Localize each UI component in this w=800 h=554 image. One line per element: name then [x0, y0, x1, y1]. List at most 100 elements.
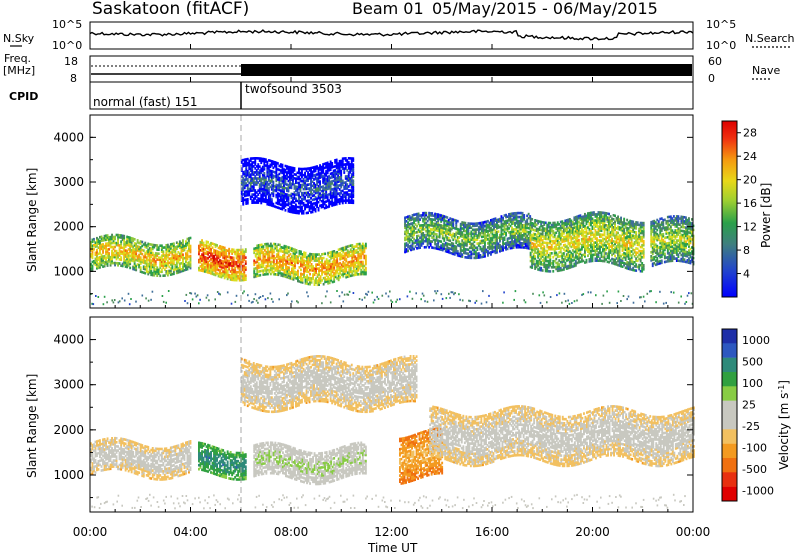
echo-cell [229, 258, 232, 261]
echo-cell [288, 254, 290, 257]
echo-cell [145, 262, 148, 265]
echo-cell [130, 251, 133, 254]
echo-cell [315, 255, 317, 258]
echo-cell [307, 254, 310, 258]
echo-cell [214, 253, 217, 257]
echo-cell [304, 278, 307, 281]
echo-cell [559, 242, 562, 246]
echo-cell [345, 257, 348, 261]
echo-cell [182, 239, 184, 242]
echo-cell [304, 269, 307, 273]
echo-cell [210, 272, 212, 275]
echo-cell [291, 267, 293, 271]
echo-cell [175, 267, 178, 271]
echo-cell [262, 269, 265, 272]
echo-cell [219, 253, 221, 256]
echo-cell [208, 247, 211, 250]
power-echo-cells [90, 157, 695, 306]
echo-cell [303, 253, 305, 256]
echo-cell [112, 235, 115, 239]
echo-cell [214, 273, 217, 277]
echo-cell [217, 260, 220, 264]
echo-cell [93, 244, 95, 247]
echo-cell [133, 244, 136, 247]
echo-cell [91, 260, 94, 264]
echo-cell [256, 268, 259, 272]
echo-cell [234, 260, 237, 264]
echo-cell [120, 242, 123, 245]
echo-cell [260, 269, 263, 273]
echo-cell [315, 263, 317, 266]
echo-cell [222, 248, 225, 251]
echo-cell [241, 252, 244, 256]
echo-cell [313, 267, 316, 270]
echo-cell [166, 263, 169, 267]
echo-cell [118, 234, 121, 237]
echo-cell [133, 268, 136, 271]
echo-cell [278, 259, 281, 263]
echo-cell [541, 269, 544, 272]
echo-cell [163, 260, 166, 263]
echo-cell [130, 241, 133, 244]
echo-cell [278, 257, 281, 261]
echo-cell [262, 271, 265, 274]
echo-cell [97, 266, 100, 270]
echo-cell [292, 274, 295, 277]
echo-cell [132, 251, 135, 255]
echo-cell [207, 261, 209, 264]
echo-cell [135, 268, 138, 272]
echo-cell [97, 246, 100, 249]
echo-cell [157, 252, 160, 255]
echo-cell [306, 278, 308, 281]
echo-cell [321, 267, 323, 270]
echo-cell [253, 259, 256, 263]
echo-cell [577, 238, 580, 242]
echo-cell [133, 260, 136, 263]
echo-cell [266, 246, 269, 250]
echo-cell [156, 266, 159, 269]
echo-cell [188, 241, 190, 244]
echo-cell [298, 260, 301, 263]
echo-cell [177, 271, 180, 274]
echo-cell [189, 256, 192, 260]
echo-cell [133, 264, 136, 267]
echo-cell [202, 241, 205, 245]
echo-cell [123, 256, 126, 260]
echo-cell [282, 258, 284, 262]
echo-cell [201, 263, 203, 266]
echo-cell [138, 253, 141, 257]
echo-cell [217, 256, 220, 260]
echo-cell [253, 249, 256, 253]
echo-cell [111, 235, 113, 239]
echo-cell [144, 261, 147, 265]
echo-cell [275, 245, 278, 248]
echo-cell [234, 262, 237, 266]
echo-cell [300, 268, 302, 272]
echo-cell [153, 243, 156, 247]
echo-cell [208, 265, 211, 269]
echo-cell [112, 261, 115, 265]
echo-cell [186, 265, 189, 269]
echo-cell [145, 244, 148, 247]
echo-cell [186, 237, 189, 241]
echo-cell [111, 257, 113, 261]
echo-cell [243, 254, 246, 258]
echo-cell [180, 247, 183, 251]
echo-cell [294, 262, 296, 266]
echo-cell [174, 264, 177, 267]
echo-cell [294, 276, 296, 280]
echo-cell [217, 252, 220, 256]
echo-cell [183, 262, 186, 266]
echo-cell [259, 251, 262, 255]
echo-cell [117, 237, 119, 241]
echo-cell [171, 248, 174, 252]
echo-cell [292, 268, 295, 271]
echo-cell [150, 263, 153, 266]
echo-cell [136, 255, 139, 258]
echo-cell [294, 258, 296, 262]
echo-cell [213, 261, 215, 264]
echo-cell [256, 266, 259, 270]
echo-cell [99, 252, 101, 255]
echo-cell [91, 248, 94, 252]
echo-cell [291, 249, 293, 252]
